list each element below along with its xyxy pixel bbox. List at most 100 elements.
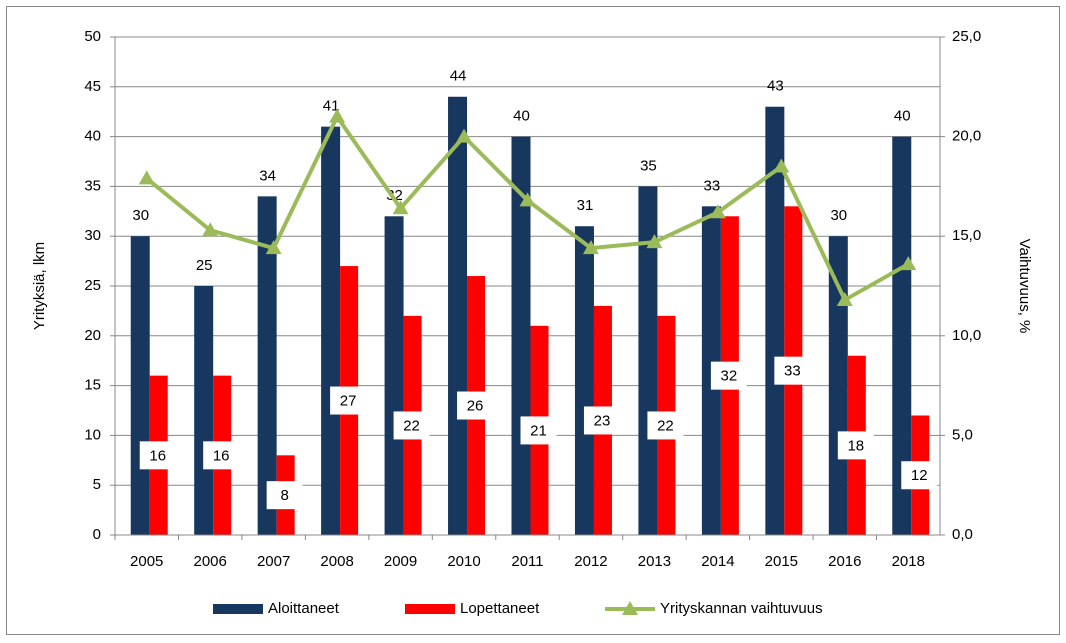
data-label: 32 [721, 368, 738, 385]
data-label-box [710, 361, 747, 390]
data-label-box [139, 441, 176, 470]
data-label: 35 [640, 157, 657, 174]
bar [448, 96, 468, 535]
bar [257, 196, 277, 536]
line-marker [265, 240, 282, 255]
y-tick-label: 40 [84, 128, 101, 145]
y2-axis-title: Vaihtuvuus, % [1016, 239, 1033, 334]
bar [384, 216, 404, 535]
data-label-box [393, 411, 430, 440]
line-marker [709, 204, 726, 219]
x-tick-label: 2011 [511, 553, 543, 570]
line-marker [456, 128, 473, 143]
bar [194, 286, 214, 535]
x-tick-label: 2018 [892, 553, 925, 570]
x-tick-label: 2013 [638, 553, 671, 570]
legend-label: Aloittaneet [268, 600, 340, 617]
data-label: 16 [213, 447, 230, 464]
data-label: 12 [911, 467, 928, 484]
data-label-box [330, 386, 367, 415]
data-label: 43 [767, 78, 784, 95]
y-tick-label: 50 [84, 28, 101, 45]
data-label-box [520, 416, 557, 445]
x-tick-label: 2008 [320, 553, 353, 570]
x-tick-label: 2010 [447, 553, 480, 570]
y2-tick-label: 0,0 [952, 526, 973, 543]
data-label: 23 [594, 412, 611, 429]
y-tick-label: 10 [84, 426, 101, 443]
data-label: 33 [704, 177, 721, 194]
data-label: 22 [403, 417, 420, 434]
line-marker [202, 222, 219, 237]
data-label-box [837, 431, 874, 460]
data-label: 40 [894, 108, 911, 125]
x-tick-label: 2007 [257, 553, 290, 570]
data-label: 26 [467, 397, 484, 414]
x-tick-label: 2014 [701, 553, 734, 570]
x-tick-label: 2006 [194, 553, 227, 570]
legend-swatch [405, 604, 455, 614]
data-label: 31 [577, 197, 594, 214]
y2-tick-label: 10,0 [952, 327, 981, 344]
y2-tick-label: 5,0 [952, 426, 973, 443]
data-label-box [901, 461, 938, 490]
y-tick-label: 25 [84, 277, 101, 294]
y-tick-label: 0 [93, 526, 101, 543]
line-marker [773, 158, 790, 173]
bar [828, 236, 848, 535]
y-tick-label: 35 [84, 177, 101, 194]
data-label: 40 [513, 108, 530, 125]
line-marker [138, 170, 155, 185]
y2-tick-label: 15,0 [952, 227, 981, 244]
line-marker [392, 200, 409, 215]
data-label-box [647, 411, 684, 440]
y2-tick-label: 25,0 [952, 28, 981, 45]
data-label: 22 [657, 417, 674, 434]
line-marker [836, 291, 853, 306]
data-label-box [203, 441, 240, 470]
data-label: 21 [530, 422, 547, 439]
data-label: 41 [323, 98, 340, 115]
data-label: 30 [132, 207, 149, 224]
bar [638, 186, 658, 535]
data-label-box [457, 391, 494, 420]
legend-label: Yrityskannan vaihtuvuus [660, 600, 823, 617]
data-label-box [583, 406, 620, 435]
bar [130, 236, 150, 535]
line-marker [900, 256, 917, 271]
legend-swatch [213, 604, 263, 614]
legend-label: Lopettaneet [460, 600, 540, 617]
line-marker [646, 234, 663, 249]
y2-tick-label: 20,0 [952, 128, 981, 145]
data-label-box [774, 356, 811, 385]
data-label: 16 [149, 447, 166, 464]
x-tick-label: 2015 [765, 553, 798, 570]
data-label: 30 [830, 207, 847, 224]
line-marker [329, 108, 346, 123]
data-label: 27 [340, 393, 357, 410]
y-tick-label: 15 [84, 377, 101, 394]
y-tick-label: 20 [84, 327, 101, 344]
legend-swatch [622, 601, 638, 615]
data-label: 33 [784, 363, 801, 380]
data-label: 8 [280, 487, 288, 504]
data-label: 34 [259, 167, 276, 184]
bar [765, 106, 785, 535]
y-tick-label: 45 [84, 78, 101, 95]
x-tick-label: 2012 [574, 553, 607, 570]
data-label: 25 [196, 257, 213, 274]
data-label: 44 [450, 68, 467, 85]
bar [574, 226, 594, 536]
x-tick-label: 2005 [130, 553, 163, 570]
y-tick-label: 30 [84, 227, 101, 244]
data-label-box [266, 481, 303, 510]
x-tick-label: 2009 [384, 553, 417, 570]
bar [892, 136, 912, 535]
y-axis-title: Yrityksiä, lkm [31, 242, 48, 330]
line-marker [582, 240, 599, 255]
y-tick-label: 5 [93, 476, 101, 493]
line-marker [519, 192, 536, 207]
data-label: 18 [847, 437, 864, 454]
bar [321, 126, 341, 535]
